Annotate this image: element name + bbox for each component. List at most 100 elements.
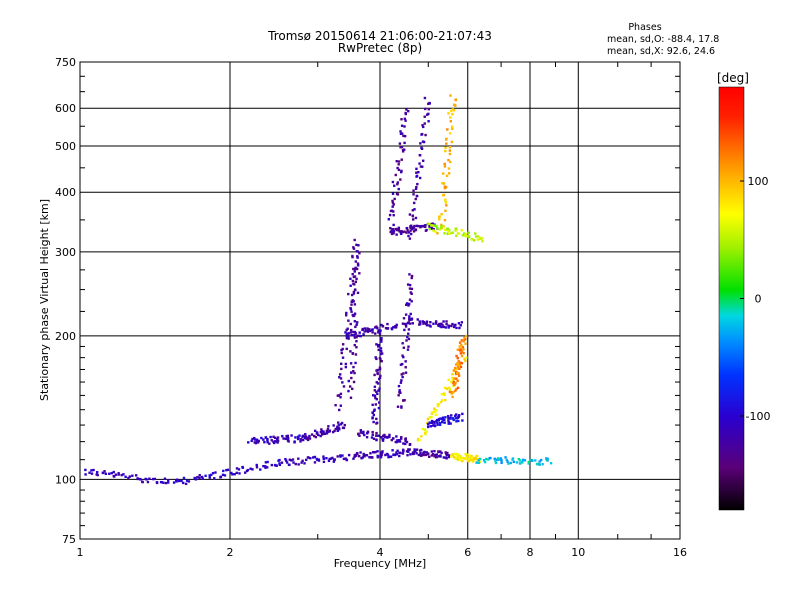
data-point (352, 290, 356, 294)
data-point (494, 461, 498, 465)
data-point (439, 454, 442, 457)
data-point (403, 141, 406, 145)
data-point (401, 452, 405, 455)
data-point (411, 322, 415, 325)
data-point (376, 371, 379, 375)
data-point (418, 449, 422, 452)
data-point (113, 475, 116, 478)
data-point (359, 431, 363, 434)
data-point (368, 328, 371, 331)
data-point (380, 352, 384, 355)
data-point (394, 325, 398, 329)
data-point (375, 417, 378, 421)
data-point (436, 421, 439, 425)
data-point (397, 384, 401, 388)
data-point (446, 128, 449, 131)
data-point (231, 473, 234, 476)
data-point (114, 473, 118, 476)
data-point (431, 227, 434, 230)
data-point (269, 435, 272, 439)
data-point (371, 416, 374, 419)
data-point (450, 324, 453, 328)
data-point (354, 288, 357, 291)
data-point (467, 231, 470, 234)
data-point (459, 352, 463, 355)
data-point (405, 339, 408, 342)
data-point (349, 284, 352, 287)
data-point (400, 118, 403, 121)
data-point (440, 322, 443, 326)
data-point (262, 438, 265, 441)
data-point (449, 390, 453, 394)
data-point (230, 471, 233, 475)
data-point (138, 477, 142, 481)
data-point (339, 423, 343, 426)
data-point (251, 468, 254, 471)
data-point (420, 454, 423, 457)
data-point (431, 453, 435, 456)
data-point (497, 457, 500, 460)
data-point (388, 213, 392, 217)
data-point (351, 272, 354, 276)
data-point (378, 387, 381, 390)
data-point (415, 175, 418, 178)
data-point (425, 320, 429, 323)
data-point (456, 365, 460, 368)
data-point (470, 238, 473, 241)
data-point (402, 372, 405, 375)
data-point (458, 363, 461, 366)
data-point (426, 223, 430, 226)
data-point (401, 342, 404, 345)
data-point (327, 459, 331, 463)
data-point (282, 437, 285, 440)
data-point (456, 379, 459, 383)
data-point (479, 457, 482, 461)
data-point (358, 331, 361, 334)
data-point (407, 234, 410, 238)
y-axis-label: Stationary phase Virtual Height [km] (38, 199, 51, 401)
data-point (349, 328, 353, 332)
data-point (413, 208, 416, 211)
data-point (95, 473, 98, 476)
data-point (117, 472, 120, 475)
data-point (368, 456, 371, 459)
data-point (377, 348, 380, 352)
data-point (373, 389, 376, 392)
data-point (407, 328, 411, 331)
data-point (459, 348, 462, 352)
data-point (395, 453, 399, 456)
data-point (462, 339, 466, 342)
data-point (342, 426, 346, 430)
data-point (352, 370, 355, 373)
data-point (196, 476, 199, 479)
data-point (410, 274, 414, 278)
data-point (469, 457, 472, 460)
data-point (434, 230, 437, 233)
data-point (442, 418, 445, 421)
data-point (428, 225, 431, 228)
data-point (412, 189, 415, 192)
data-point (359, 334, 362, 338)
data-point (399, 178, 402, 181)
data-point (285, 459, 288, 462)
data-point (414, 187, 418, 191)
data-point (401, 230, 405, 234)
data-point (213, 477, 216, 480)
data-point (467, 459, 471, 463)
data-point (480, 237, 484, 240)
data-point (380, 453, 383, 457)
data-point (219, 476, 222, 479)
data-point (263, 440, 266, 444)
data-point (450, 109, 453, 113)
data-point (444, 209, 447, 213)
colorbar (718, 86, 745, 511)
data-point (461, 456, 465, 460)
data-point (167, 481, 170, 484)
data-point (386, 322, 389, 326)
data-point (370, 436, 374, 439)
data-point (352, 275, 356, 279)
data-point (433, 424, 437, 428)
data-point (372, 451, 376, 454)
data-point (538, 460, 541, 463)
data-point (377, 343, 380, 347)
